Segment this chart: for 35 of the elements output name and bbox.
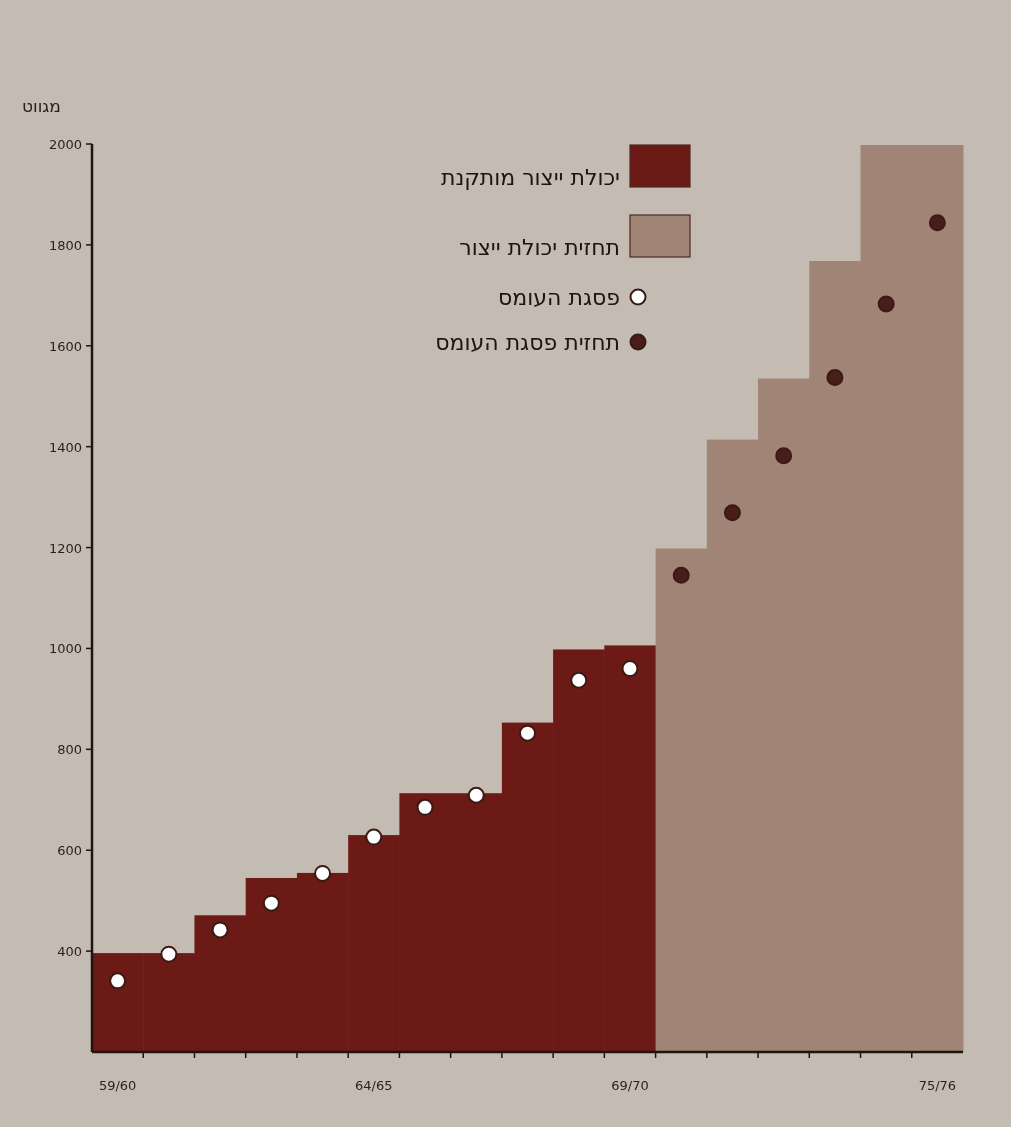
point bbox=[365, 828, 383, 846]
y-axis-title: מגווט bbox=[22, 96, 61, 116]
point bbox=[672, 566, 690, 584]
point bbox=[416, 798, 434, 816]
point bbox=[621, 660, 639, 678]
legend-label: פסגת העומס bbox=[498, 285, 620, 310]
y-tick-label: 400 bbox=[57, 944, 82, 960]
point bbox=[723, 504, 741, 522]
legend-label: יכולת ייצור מותקנת bbox=[440, 165, 620, 190]
y-tick-label: 600 bbox=[57, 843, 82, 859]
point bbox=[109, 972, 127, 990]
y-tick-label: 1200 bbox=[48, 540, 82, 556]
point bbox=[775, 447, 793, 465]
point bbox=[314, 864, 332, 882]
point bbox=[570, 671, 588, 689]
point bbox=[877, 295, 895, 313]
x-tick-label: 75/76 bbox=[918, 1078, 957, 1093]
x-tick-label: 69/70 bbox=[611, 1078, 649, 1093]
x-tick-label: 59/60 bbox=[98, 1078, 137, 1093]
point bbox=[262, 894, 280, 912]
y-tick-label: 1000 bbox=[48, 641, 82, 657]
legend-label: תחזית פסגת העומס bbox=[435, 330, 620, 355]
y-tick-label: 1400 bbox=[48, 439, 82, 455]
x-tick-label: 64/65 bbox=[355, 1078, 393, 1093]
legend-label: תחזית יכולת ייצור bbox=[459, 235, 620, 260]
point bbox=[519, 724, 536, 742]
y-tick-label: 800 bbox=[57, 742, 82, 758]
y-tick-label: 2000 bbox=[48, 137, 82, 152]
y-tick-label: 1600 bbox=[48, 338, 82, 354]
point bbox=[928, 214, 946, 232]
point bbox=[160, 945, 178, 963]
point bbox=[826, 369, 844, 387]
y-tick-label: 1800 bbox=[48, 237, 82, 253]
point bbox=[467, 786, 485, 804]
point bbox=[211, 921, 229, 939]
